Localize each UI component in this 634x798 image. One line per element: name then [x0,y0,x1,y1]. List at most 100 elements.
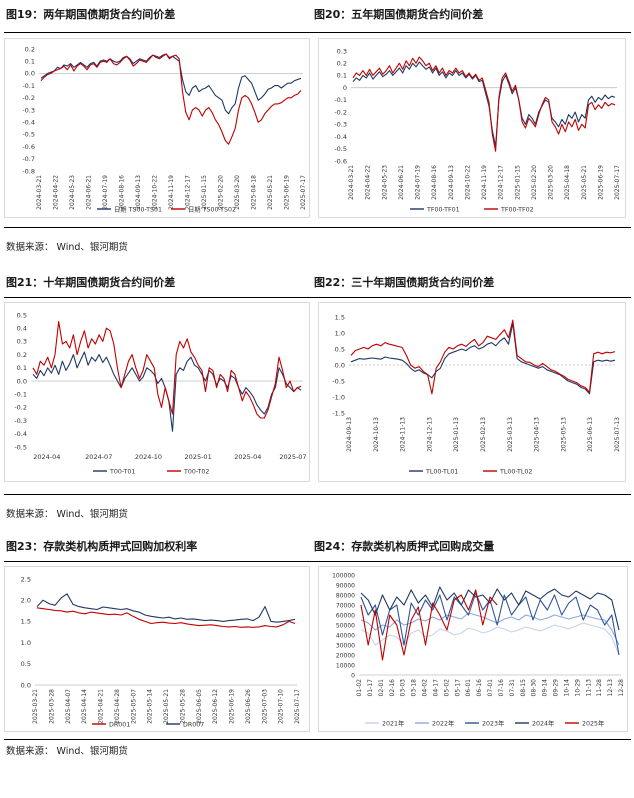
chart20-title: 图20：五年期国债期货合约间价差 [314,8,484,21]
y-tick-label: -0.4 [334,133,347,141]
x-tick-label: 2025-01-15 [514,165,521,200]
legend-label: DR007 [183,721,204,728]
y-tick-label: 0.3 [17,338,27,346]
y-tick-label: 2.0 [21,597,31,605]
y-tick-label: 0.5 [21,660,31,668]
series-line-1 [36,607,296,628]
x-tick-label: 2024-12-13 [426,417,433,452]
x-tick-label: 2024-06-21 [86,175,93,210]
x-tick-label: 2024-08-16 [431,165,438,200]
y-tick-label: 0.2 [17,351,27,359]
x-tick-label: 06-16 [476,679,483,697]
x-tick-label: 2024-04 [33,453,60,461]
x-tick-label: 2025-07-17 [294,689,301,724]
x-tick-label: 2025-05-14 [147,689,154,724]
series-line-2 [352,56,616,152]
x-tick-label: 2024-05-23 [69,175,76,210]
x-tick-label: 01-17 [367,679,374,697]
legend-label: 日期 TS00-TS02 [188,205,236,213]
y-tick-label: -0.3 [22,106,35,114]
x-tick-label: 07-01 [487,679,494,697]
y-tick-label: -0.1 [14,391,27,399]
x-tick-label: 2024-12-17 [498,165,505,200]
legend-label: 2021年 [382,718,404,727]
x-tick-label: 2025-02-20 [531,165,538,200]
x-tick-label: 2025-03-20 [234,175,241,210]
y-tick-label: 1.0 [21,639,31,647]
x-tick-label: 2025-02-20 [218,175,225,210]
x-tick-label: 2025-04-18 [251,175,258,210]
y-tick-label: 2.5 [21,575,31,583]
x-tick-label: 2025-04-28 [114,689,121,724]
x-tick-label: 12-13 [607,679,614,697]
chart21-title: 图21：十年期国债期货合约间价差 [6,276,176,289]
series-line-2 [32,321,302,419]
legend-label: T00-T01 [109,468,135,475]
y-tick-label: 70000 [336,602,355,609]
y-tick-label: -1.0 [332,393,345,401]
x-tick-label: 2025-07-17 [300,175,307,210]
series-line-3 [360,592,620,656]
x-tick-label: 11-13 [585,679,592,697]
x-tick-label: 2025-06-26 [245,689,252,724]
y-tick-label: -0.6 [334,157,347,165]
legend-label: T00-T02 [183,468,209,475]
x-tick-label: 2024-09-13 [346,417,353,452]
x-tick-label: 09-29 [553,679,560,697]
chart24-plot: 1000009000080000700006000050000400003000… [332,572,625,727]
source-note: 数据来源： Wind、银河期货 [6,746,128,757]
x-tick-label: 08-30 [531,679,538,697]
y-tick-label: -0.4 [22,119,35,127]
chart19-box: 0.2 0.1 0.0 -0.1 -0.2 -0.3 -0.4 -0.5 -0.6 -0.7 -0.… [4,38,310,218]
chart20-box: 0.3 0.2 0.1 0 -0.1 -0.2 -0.3 -0.4 -0.5 -0.6 2024-0… [318,38,626,218]
x-tick-label: 2024-11-13 [400,417,407,452]
legend-label: 2022年 [432,718,454,727]
legend-label: DR001 [109,721,130,728]
y-tick-label: 50000 [336,622,355,629]
series-line-2 [360,612,620,646]
y-tick-label: 0.5 [17,311,27,319]
y-tick-label: 0.0 [335,361,345,369]
x-tick-label: 2025-07-10 [278,689,285,724]
x-tick-label: 07-31 [509,679,516,697]
x-tick-label: 05-02 [443,679,450,697]
x-tick-label: 2024-07-19 [102,175,109,210]
y-tick-label: -0.5 [22,131,35,139]
chart23-box: 2.5 2.0 1.5 1.0 0.5 0.0 2025-03-21 2025-03-28 20… [4,566,310,732]
chart22-box: 1.5 1.0 0.5 0.0 -0.5 -1.0 -1.5 2024-09-13 2024-1… [318,302,626,482]
x-tick-label: 2025-01 [185,453,212,461]
x-tick-label: 09-14 [542,679,549,697]
legend-label: TL00-TL01 [425,468,458,475]
series-line-2 [40,53,302,145]
x-tick-label: 2024-07 [85,453,112,461]
y-tick-label: 0.3 [337,47,347,55]
x-tick-label: 10-29 [574,679,581,697]
x-tick-label: 01-02 [356,679,363,697]
x-tick-label: 2025-01-15 [201,175,208,210]
x-tick-label: 02-01 [378,679,385,697]
y-tick-label: -0.3 [334,121,347,129]
divider [4,561,631,562]
x-tick-label: 2025-05-21 [163,689,170,724]
y-tick-label: -1.5 [332,409,345,417]
y-tick-label: -0.4 [14,430,27,438]
source-note: 数据来源： Wind、银河期货 [6,242,128,253]
x-tick-label: 2024-03-21 [36,175,43,210]
x-tick-label: 2025-03-21 [32,689,39,724]
x-tick-label: 2025-06-19 [597,165,604,200]
y-tick-label: 0.2 [337,60,347,68]
y-tick-label: 1.0 [335,329,345,337]
y-tick-label: 0.1 [337,72,347,80]
y-tick-label: 0.1 [25,58,35,66]
x-tick-label: 2025-07-13 [614,417,621,452]
chart21-plot: 0.5 0.4 0.3 0.2 0.1 0.0 -0.1 -0.2 -0.3 -0.4 -0.5 20… [14,311,306,475]
legend-label: 日期 TS00-TS01 [114,205,162,213]
x-tick-label: 10-14 [563,679,570,697]
x-tick-label: 2024-04-22 [53,175,60,210]
x-tick-label: 2024-11-19 [168,175,175,210]
y-tick-label: 0.0 [25,70,35,78]
y-tick-label: 0.4 [17,325,27,333]
x-tick-label: 2024-05-23 [381,165,388,200]
y-tick-label: 40000 [336,632,355,639]
